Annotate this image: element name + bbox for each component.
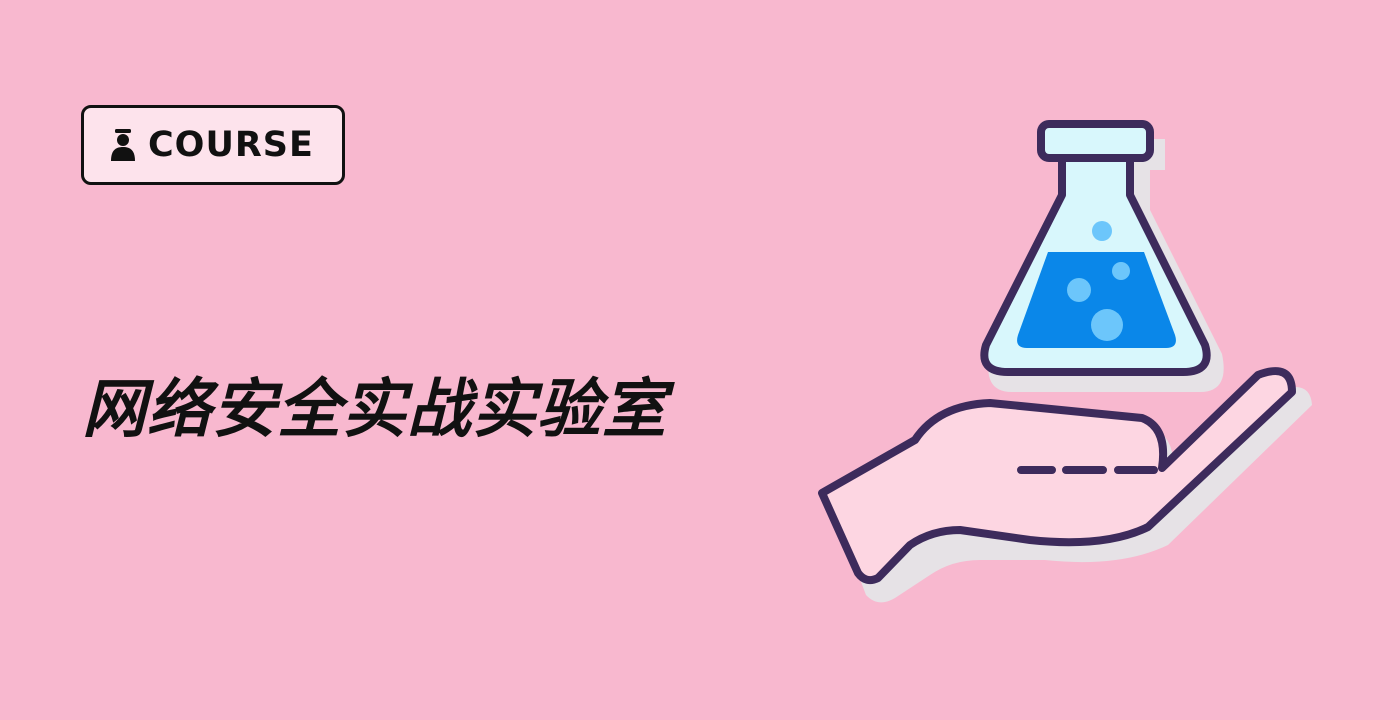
bubble bbox=[1092, 221, 1112, 241]
bubble bbox=[1067, 278, 1091, 302]
hand bbox=[818, 367, 1296, 585]
bubble bbox=[1091, 309, 1123, 341]
hand-holding-flask-illustration bbox=[818, 120, 1312, 603]
page-title: 网络安全实战实验室 bbox=[82, 373, 667, 447]
bubble bbox=[1112, 262, 1130, 280]
flask bbox=[980, 120, 1211, 376]
flask-liquid bbox=[1017, 252, 1176, 348]
hand-palm bbox=[818, 367, 1296, 585]
course-badge: COURSE bbox=[81, 105, 345, 185]
course-person-icon bbox=[111, 129, 135, 161]
course-badge-label: COURSE bbox=[148, 124, 314, 165]
flask-cap bbox=[1037, 120, 1154, 162]
